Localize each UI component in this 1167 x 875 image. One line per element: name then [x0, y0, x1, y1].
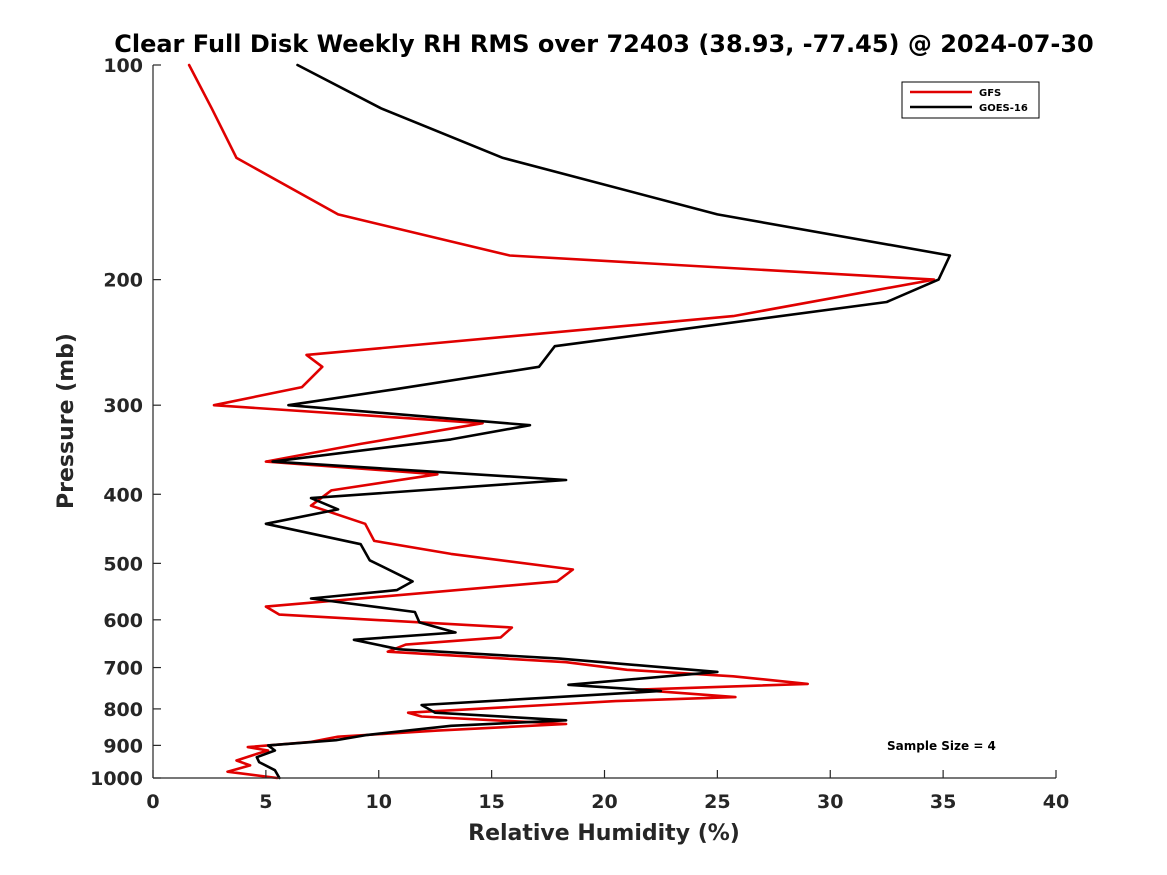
series-line-goes16 [255, 63, 952, 780]
y-tick-label: 100 [103, 55, 143, 77]
y-tick-label: 400 [103, 484, 143, 506]
legend-label-goes16: GOES-16 [979, 103, 1028, 114]
y-tick-label: 500 [103, 553, 143, 575]
y-tick-label: 200 [103, 270, 143, 292]
x-tick-label: 35 [930, 791, 956, 813]
y-tick-label: 600 [103, 610, 143, 632]
sample-size-annotation: Sample Size = 4 [887, 739, 996, 753]
legend-label-gfs: GFS [979, 88, 1001, 99]
x-tick-label: 30 [817, 791, 843, 813]
y-tick-label: 1000 [90, 768, 143, 790]
series-layer [187, 63, 952, 780]
x-tick-label: 10 [366, 791, 392, 813]
x-tick-label: 25 [704, 791, 730, 813]
y-tick-label: 700 [103, 658, 143, 680]
y-axis-label: Pressure (mb) [54, 333, 79, 509]
x-tick-label: 0 [146, 791, 159, 813]
x-axis-ticks: 0 5 10 15 20 25 30 35 40 [146, 770, 1069, 813]
y-tick-label: 800 [103, 699, 143, 721]
y-axis-ticks: 100 200 300 400 500 600 700 800 900 1000 [90, 55, 161, 790]
x-axis-label: Relative Humidity (%) [468, 821, 740, 846]
y-tick-label: 900 [103, 735, 143, 757]
series-line-gfs [187, 63, 936, 780]
x-tick-label: 5 [259, 791, 272, 813]
x-tick-label: 40 [1043, 791, 1069, 813]
x-tick-label: 15 [478, 791, 504, 813]
plot-area [153, 65, 1056, 778]
chart-title: Clear Full Disk Weekly RH RMS over 72403… [114, 30, 1094, 58]
legend-box [901, 81, 1040, 119]
y-tick-label: 300 [103, 395, 143, 417]
x-tick-label: 20 [591, 791, 617, 813]
legend: GFS GOES-16 [901, 81, 1040, 119]
